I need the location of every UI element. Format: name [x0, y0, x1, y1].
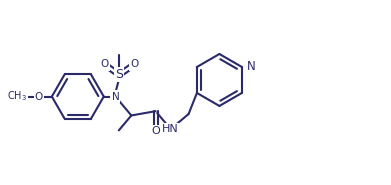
- Text: O: O: [100, 59, 109, 69]
- Text: O: O: [130, 59, 138, 69]
- Text: N: N: [247, 60, 256, 73]
- Text: N: N: [111, 92, 119, 102]
- Text: S: S: [115, 68, 123, 81]
- Text: O: O: [35, 92, 43, 102]
- Text: $\mathregular{CH_3}$: $\mathregular{CH_3}$: [7, 90, 27, 103]
- Text: O: O: [151, 127, 160, 137]
- Text: HN: HN: [162, 124, 179, 134]
